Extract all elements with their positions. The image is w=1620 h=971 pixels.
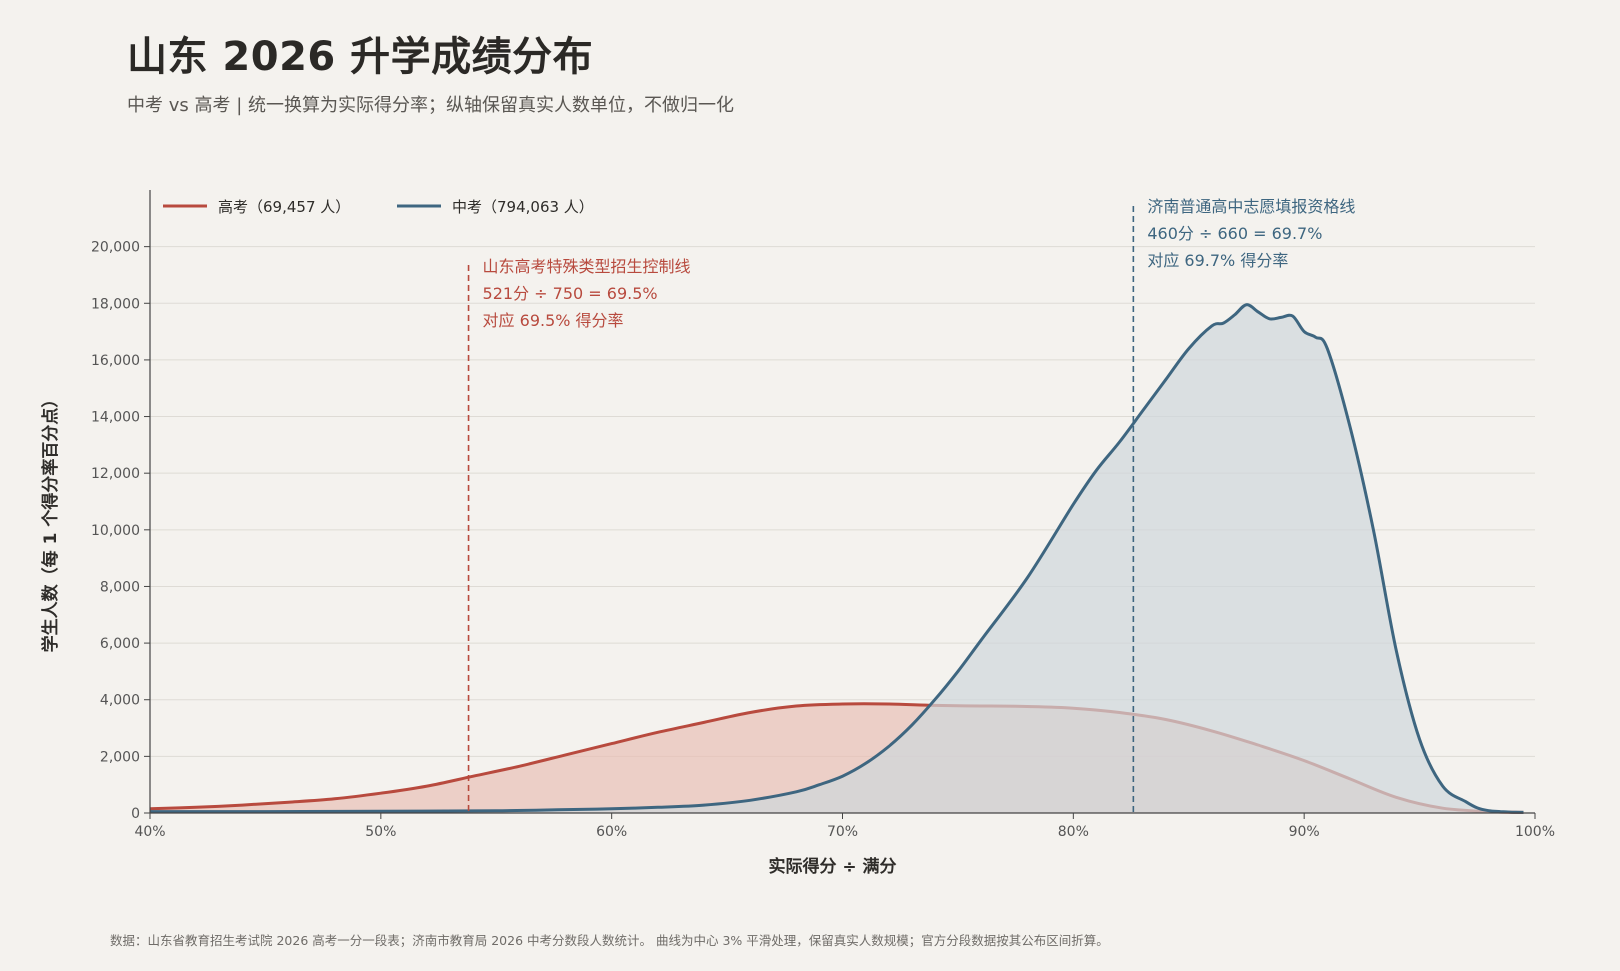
reference-label-1-line-1: 460分 ÷ 660 = 69.7% (1147, 224, 1322, 243)
x-tick-label: 50% (365, 824, 396, 840)
reference-label-0-line-1: 521分 ÷ 750 = 69.5% (483, 284, 658, 303)
reference-lines: 山东高考特殊类型招生控制线 521分 ÷ 750 = 69.5% 对应 69.5% … (467, 197, 1355, 813)
reference-label-1-line-2: 对应 69.7% 得分率 (1147, 251, 1288, 270)
y-tick-label: 10,000 (91, 523, 140, 539)
legend-label-1: 中考（794,063 人） (452, 198, 594, 216)
source-footnote: 数据：山东省教育招生考试院 2026 高考一分一段表；济南市教育局 2026 中… (110, 933, 1109, 948)
x-tick-label: 80% (1058, 824, 1089, 840)
y-axis-title: 学生人数（每 1 个得分率百分点） (40, 391, 61, 653)
y-tick-label: 14,000 (91, 410, 140, 426)
y-tick-label: 2,000 (100, 749, 140, 765)
x-axis-title: 实际得分 ÷ 满分 (768, 856, 896, 877)
reference-label-1-line-0: 济南普通高中志愿填报资格线 (1147, 197, 1355, 216)
y-tick-label: 4,000 (100, 693, 140, 709)
series-areas (149, 303, 1524, 814)
chart-title: 山东 2026 升学成绩分布 (127, 34, 594, 80)
x-tick-label: 60% (596, 824, 627, 840)
reference-label-0-line-2: 对应 69.5% 得分率 (483, 311, 624, 330)
y-tick-label: 0 (131, 806, 140, 822)
x-tick-label: 70% (827, 824, 858, 840)
y-tick-label: 8,000 (100, 579, 140, 595)
series-1-area (150, 304, 1524, 813)
y-tick-label: 20,000 (91, 240, 140, 256)
y-tick-label: 6,000 (100, 636, 140, 652)
y-tick-label: 16,000 (91, 353, 140, 369)
series-1-line (149, 303, 1524, 814)
reference-label-0-line-0: 山东高考特殊类型招生控制线 (483, 257, 691, 276)
x-tick-label: 90% (1289, 824, 1320, 840)
y-tick-label: 18,000 (91, 296, 140, 312)
chart-subtitle: 中考 vs 高考 | 统一换算为实际得分率；纵轴保留真实人数单位，不做归一化 (127, 95, 734, 116)
legend-label-0: 高考（69,457 人） (218, 198, 350, 216)
legend: 高考（69,457 人） 中考（794,063 人） (163, 198, 594, 216)
x-tick-label: 100% (1515, 824, 1555, 840)
x-tick-label: 40% (134, 824, 165, 840)
y-tick-label: 12,000 (91, 466, 140, 482)
axes: 0 2,000 4,000 6,000 8,000 10,000 12,000 14,000 1… (91, 190, 1555, 840)
